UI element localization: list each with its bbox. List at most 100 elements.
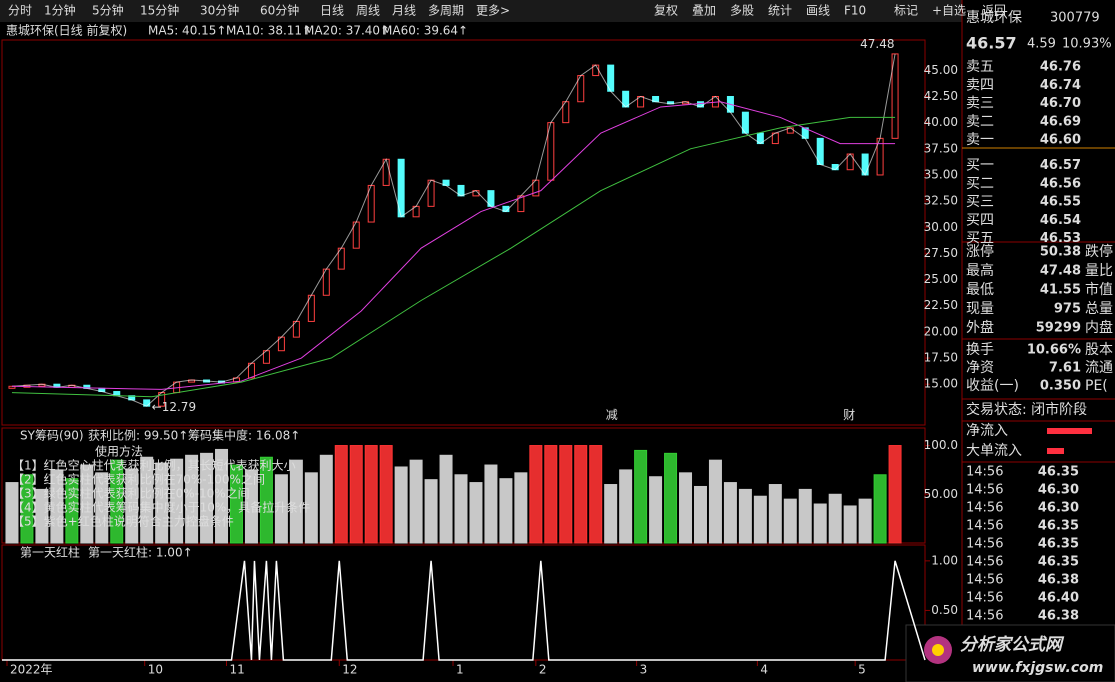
toolbar-button[interactable]: 标记 [894, 4, 918, 18]
trade-price: 46.38 [1038, 609, 1079, 624]
toolbar-button[interactable]: 统计 [768, 4, 792, 18]
toolbar-tab[interactable]: 30分钟 [200, 3, 239, 18]
toolbar-tab[interactable]: 60分钟 [260, 3, 299, 18]
bar [768, 484, 782, 544]
annotation: ←12.79 [152, 400, 196, 414]
bar [693, 485, 707, 544]
x-tick-label: 3 [640, 663, 648, 677]
stat-label: 涨停 [966, 243, 994, 260]
bar [215, 448, 229, 544]
bar [379, 445, 393, 544]
stat-label: 市值 [1085, 281, 1113, 298]
logo-url: www.fxjgsw.com [972, 660, 1103, 676]
stat-label: 最低 [966, 282, 994, 298]
stat-value: 0.350 [1040, 379, 1081, 394]
bar [738, 488, 752, 544]
book-label: 买四 [966, 212, 994, 228]
trade-price: 46.35 [1038, 537, 1079, 552]
y-tick-label: 37.50 [924, 141, 958, 155]
stat-value: 975 [1054, 302, 1081, 317]
book-label: 买一 [966, 158, 994, 174]
toolbar [0, 0, 962, 22]
y-tick-label: 20.00 [924, 324, 958, 338]
bar [753, 495, 767, 544]
book-price: 46.57 [1040, 158, 1081, 173]
trade-time: 14:56 [966, 573, 1003, 588]
y-tick-label: 40.00 [924, 115, 958, 129]
bar [170, 458, 184, 544]
bar [723, 482, 737, 544]
toolbar-tab[interactable]: 周线 [356, 4, 380, 18]
toolbar-tab[interactable]: 更多> [476, 4, 510, 18]
toolbar-button[interactable]: 多股 [730, 4, 754, 18]
x-tick-label: 2 [539, 663, 547, 677]
bar [274, 474, 288, 544]
bar [5, 482, 19, 544]
bar [110, 459, 124, 544]
panel-value: 获利比例: 99.50↑ [88, 429, 188, 443]
toolbar-button[interactable]: +自选 [932, 4, 966, 18]
stat-label: 跌停 [1085, 243, 1113, 260]
trade-price: 46.38 [1038, 573, 1079, 588]
bar [798, 488, 812, 544]
flow-bar [1047, 428, 1092, 434]
toolbar-button[interactable]: 返回 [982, 4, 1006, 18]
ma-label: MA5: 40.15↑ [148, 24, 226, 38]
stat-value: 47.48 [1040, 264, 1081, 279]
book-label: 买五 [966, 231, 994, 247]
x-tick-label: 12 [342, 663, 357, 677]
ma-line [11, 53, 896, 407]
y-tick-label: 30.00 [924, 220, 958, 234]
note: 【1】红色空心柱代表获利比例，其长短代表获利大小 [12, 458, 296, 473]
bar [229, 464, 243, 544]
y-tick-label: 1.00 [931, 553, 958, 567]
bar [619, 469, 633, 544]
bar [708, 459, 722, 544]
book-price: 46.74 [1040, 78, 1081, 93]
y-tick-label: 45.00 [924, 63, 958, 77]
y-tick-label: 25.00 [924, 272, 958, 286]
bar [813, 503, 827, 544]
toolbar-tab[interactable]: 月线 [392, 4, 416, 18]
book-price: 46.54 [1040, 213, 1081, 228]
bar [634, 449, 648, 544]
stat-value: 7.61 [1049, 361, 1081, 376]
toolbar-tab[interactable]: 分时 [8, 4, 32, 18]
toolbar-button[interactable]: 叠加 [692, 4, 716, 18]
trade-price: 46.40 [1038, 591, 1079, 606]
bar [349, 445, 363, 544]
stat-value: 41.55 [1040, 283, 1081, 298]
toolbar-tab[interactable]: 日线 [320, 4, 344, 18]
toolbar-tab[interactable]: 多周期 [428, 4, 464, 18]
note: 【5】紫色+红色柱说明符合主力控盘条件 [12, 514, 234, 529]
toolbar-button[interactable]: 画线 [806, 4, 830, 18]
bar [334, 445, 348, 544]
book-price: 46.56 [1040, 176, 1081, 191]
bar [424, 479, 438, 544]
y-tick-label: 15.00 [924, 377, 958, 391]
annotation: 财 [843, 408, 855, 422]
book-label: 买三 [966, 194, 994, 210]
x-tick-label: 11 [230, 663, 245, 677]
toolbar-button[interactable]: F10 [844, 4, 866, 18]
toolbar-tab[interactable]: 5分钟 [92, 3, 124, 18]
bar [50, 469, 64, 544]
bar [873, 474, 887, 544]
stat-label: 净资 [966, 360, 994, 376]
toolbar-button[interactable]: 复权 [654, 4, 678, 18]
bar [35, 488, 49, 544]
bar [559, 445, 573, 544]
trade-time: 14:56 [966, 483, 1003, 498]
panel-value: 筹码集中度: 16.08↑ [188, 428, 300, 443]
toolbar-tab[interactable]: 1分钟 [44, 3, 76, 18]
bar [499, 478, 513, 544]
book-label: 买二 [966, 176, 994, 192]
bar [888, 445, 902, 544]
trade-time: 14:56 [966, 501, 1003, 516]
x-tick-label: 2022年 [10, 663, 53, 677]
bar [484, 464, 498, 544]
x-tick-label: 1 [456, 663, 464, 677]
ma-label: MA20: 37.40↑ [304, 24, 390, 38]
change-pct: 10.93% [1062, 37, 1112, 52]
toolbar-tab[interactable]: 15分钟 [140, 3, 179, 18]
